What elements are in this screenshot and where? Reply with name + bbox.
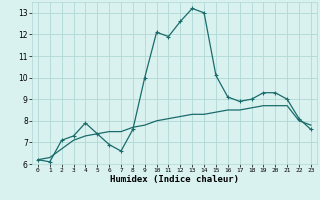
X-axis label: Humidex (Indice chaleur): Humidex (Indice chaleur)	[110, 175, 239, 184]
